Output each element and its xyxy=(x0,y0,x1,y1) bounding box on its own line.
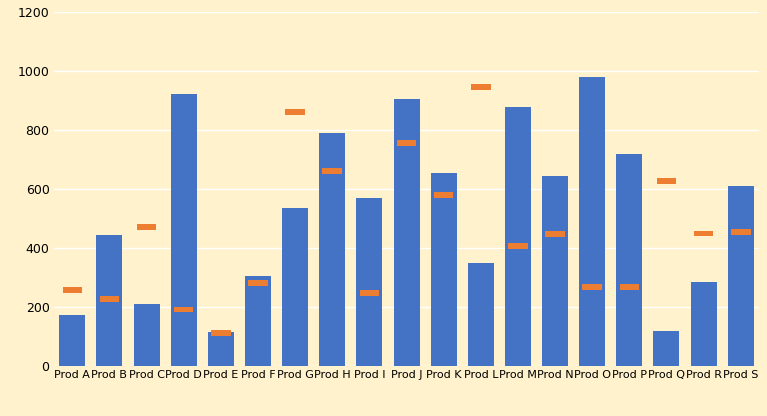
Bar xyxy=(579,77,605,366)
Bar xyxy=(319,133,345,366)
Bar xyxy=(617,154,642,366)
Bar xyxy=(690,282,716,366)
Bar xyxy=(582,284,602,290)
Bar xyxy=(174,307,193,312)
Bar xyxy=(282,208,308,366)
Bar xyxy=(657,178,676,184)
Bar xyxy=(731,229,750,235)
Bar xyxy=(653,331,680,366)
Bar xyxy=(100,296,119,302)
Bar xyxy=(249,280,268,286)
Bar xyxy=(694,230,713,236)
Bar xyxy=(728,186,754,366)
Bar xyxy=(620,284,639,290)
Bar xyxy=(430,173,456,366)
Bar xyxy=(63,287,82,293)
Bar xyxy=(245,276,271,366)
Bar xyxy=(208,332,234,366)
Bar xyxy=(360,290,379,296)
Bar xyxy=(285,109,304,115)
Bar xyxy=(137,224,156,230)
Bar xyxy=(357,198,383,366)
Bar xyxy=(393,99,420,366)
Bar xyxy=(505,107,531,366)
Bar xyxy=(434,192,453,198)
Bar xyxy=(133,304,160,366)
Bar xyxy=(97,235,123,366)
Bar xyxy=(322,168,342,174)
Bar xyxy=(471,84,491,90)
Bar xyxy=(59,314,85,366)
Bar xyxy=(509,243,528,249)
Bar xyxy=(468,263,494,366)
Bar xyxy=(542,176,568,366)
Bar xyxy=(397,140,416,146)
Bar xyxy=(211,330,231,336)
Bar xyxy=(545,231,565,237)
Bar xyxy=(171,94,196,366)
